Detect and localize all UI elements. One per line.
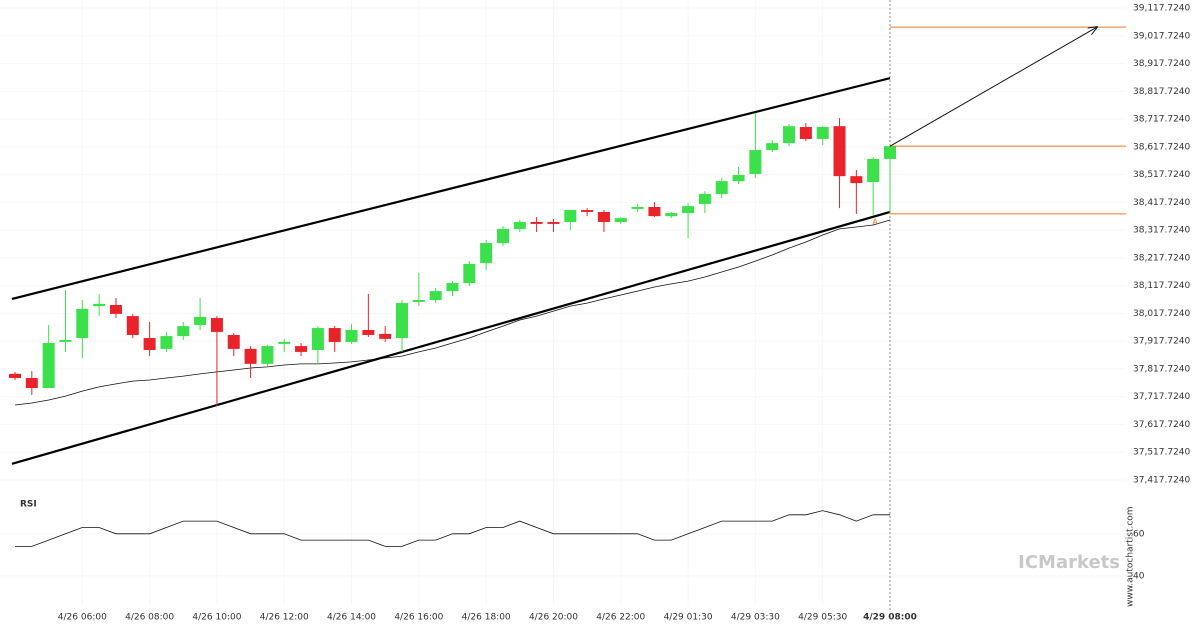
candle-body — [564, 210, 577, 222]
rsi-tick-label: 40 — [1133, 571, 1145, 581]
y-tick-label: 37,617.7240 — [1133, 420, 1191, 430]
candle-body — [867, 158, 880, 183]
candle-body — [328, 328, 341, 342]
candle-body — [749, 150, 762, 174]
x-tick-label: 4/29 05:30 — [798, 613, 847, 623]
rsi-line — [15, 510, 890, 547]
y-tick-label: 38,617.7240 — [1133, 142, 1191, 152]
candle-body — [597, 211, 610, 222]
y-tick-label: 38,217.7240 — [1133, 253, 1191, 263]
candle-body — [614, 218, 627, 222]
candle-body — [648, 206, 661, 217]
x-tick-label: 4/26 14:00 — [327, 613, 376, 623]
x-tick-label: 4/29 03:30 — [731, 613, 780, 623]
candle-body — [412, 300, 425, 302]
x-tick-label: 4/26 08:00 — [125, 613, 174, 623]
candle-body — [160, 336, 173, 349]
candle-body — [9, 373, 21, 379]
candle-body — [429, 291, 442, 301]
candle-body — [850, 176, 863, 184]
forecast-arrow — [889, 27, 1097, 147]
candle-body — [732, 175, 745, 182]
candle-body — [42, 343, 55, 389]
candle-body — [379, 333, 392, 339]
y-tick-label: 38,717.7240 — [1133, 115, 1191, 125]
candle-body — [581, 210, 594, 212]
candle-body — [278, 341, 291, 344]
y-tick-label: 37,517.7240 — [1133, 448, 1191, 458]
candle-body — [631, 206, 644, 209]
candle-body — [446, 283, 459, 292]
x-tick-label: 4/26 12:00 — [260, 613, 309, 623]
candle-body — [396, 303, 409, 339]
candle-body — [547, 221, 560, 224]
candle-body — [665, 213, 678, 217]
y-tick-label: 38,817.7240 — [1133, 87, 1191, 97]
rsi-tick-label: 60 — [1133, 529, 1145, 539]
y-tick-label: 38,517.7240 — [1133, 170, 1191, 180]
candle-body — [480, 243, 493, 264]
candle-body — [109, 305, 122, 314]
x-tick-label: 4/26 18:00 — [462, 613, 511, 623]
candle-body — [496, 228, 509, 244]
candle-body — [261, 346, 274, 364]
y-tick-label: 37,717.7240 — [1133, 392, 1191, 402]
x-tick-label: 4/29 08:00 — [863, 613, 917, 623]
candle-body — [194, 316, 207, 325]
candle-body — [715, 181, 728, 194]
x-tick-label: 4/26 16:00 — [394, 613, 443, 623]
candle-body — [210, 318, 223, 332]
candle-body — [311, 328, 324, 350]
candle-body — [766, 143, 779, 151]
y-tick-label: 37,917.7240 — [1133, 337, 1191, 347]
y-tick-label: 38,317.7240 — [1133, 226, 1191, 236]
candle-body — [59, 339, 72, 342]
candle-body — [177, 326, 190, 337]
candle-body — [799, 127, 812, 139]
y-tick-label: 39,117.7240 — [1133, 3, 1191, 13]
y-tick-label: 37,817.7240 — [1133, 364, 1191, 374]
candle-body — [227, 334, 240, 349]
candle-body — [93, 303, 106, 307]
candle-body — [362, 329, 375, 335]
candle-body — [295, 346, 308, 352]
candle-body — [76, 308, 89, 339]
candle-body — [345, 329, 358, 342]
candle-body — [513, 221, 526, 229]
x-tick-label: 4/29 01:30 — [664, 613, 713, 623]
candle-body — [783, 126, 796, 144]
moving-average — [14, 219, 891, 406]
candle-body — [530, 221, 543, 224]
candle-body — [126, 316, 139, 335]
y-tick-label: 38,017.7240 — [1133, 309, 1191, 319]
x-tick-label: 4/26 20:00 — [529, 613, 578, 623]
channel-upper — [11, 77, 891, 300]
candle-body — [884, 146, 896, 159]
candle-body — [25, 378, 38, 389]
candle-body — [682, 206, 695, 214]
y-tick-label: 37,417.7240 — [1133, 475, 1191, 485]
x-tick-label: 4/26 06:00 — [58, 613, 107, 623]
rsi-label: RSI — [20, 500, 37, 510]
candle-body — [143, 338, 156, 350]
y-tick-label: 38,917.7240 — [1133, 59, 1191, 69]
source: www.autochartist.com — [1126, 506, 1136, 607]
y-tick-label: 39,017.7240 — [1133, 31, 1191, 41]
x-tick-label: 4/26 10:00 — [192, 613, 241, 623]
watermark: ICMarkets — [1018, 552, 1120, 573]
candle-body — [463, 263, 476, 284]
candle-body — [698, 193, 711, 204]
y-tick-label: 38,417.7240 — [1133, 198, 1191, 208]
x-tick-label: 4/26 22:00 — [596, 613, 645, 623]
pattern-marker: A — [872, 217, 878, 226]
candle-body — [816, 127, 829, 139]
channel-lower — [11, 210, 891, 465]
y-tick-label: 38,117.7240 — [1133, 281, 1191, 291]
candle-body — [833, 126, 846, 177]
candle-body — [244, 348, 257, 364]
